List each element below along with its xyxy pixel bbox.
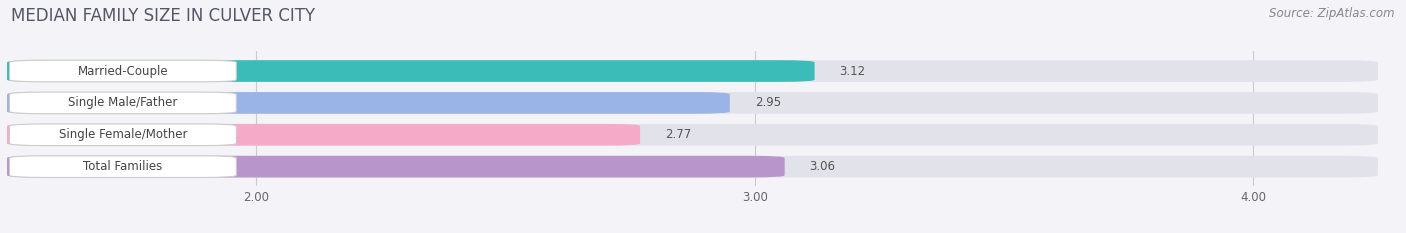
FancyBboxPatch shape xyxy=(7,92,730,114)
Text: MEDIAN FAMILY SIZE IN CULVER CITY: MEDIAN FAMILY SIZE IN CULVER CITY xyxy=(11,7,315,25)
FancyBboxPatch shape xyxy=(7,124,1378,146)
FancyBboxPatch shape xyxy=(10,60,236,82)
Text: 2.95: 2.95 xyxy=(755,96,780,110)
FancyBboxPatch shape xyxy=(10,156,236,178)
FancyBboxPatch shape xyxy=(10,92,236,114)
FancyBboxPatch shape xyxy=(7,60,1378,82)
Text: 2.77: 2.77 xyxy=(665,128,692,141)
FancyBboxPatch shape xyxy=(7,156,1378,178)
Text: Source: ZipAtlas.com: Source: ZipAtlas.com xyxy=(1270,7,1395,20)
Text: Single Male/Father: Single Male/Father xyxy=(69,96,177,110)
FancyBboxPatch shape xyxy=(7,92,1378,114)
Text: Total Families: Total Families xyxy=(83,160,163,173)
FancyBboxPatch shape xyxy=(7,156,785,178)
FancyBboxPatch shape xyxy=(7,124,640,146)
FancyBboxPatch shape xyxy=(10,124,236,146)
Text: Married-Couple: Married-Couple xyxy=(77,65,169,78)
FancyBboxPatch shape xyxy=(7,60,814,82)
Text: 3.06: 3.06 xyxy=(810,160,835,173)
Text: Single Female/Mother: Single Female/Mother xyxy=(59,128,187,141)
Text: 3.12: 3.12 xyxy=(839,65,866,78)
